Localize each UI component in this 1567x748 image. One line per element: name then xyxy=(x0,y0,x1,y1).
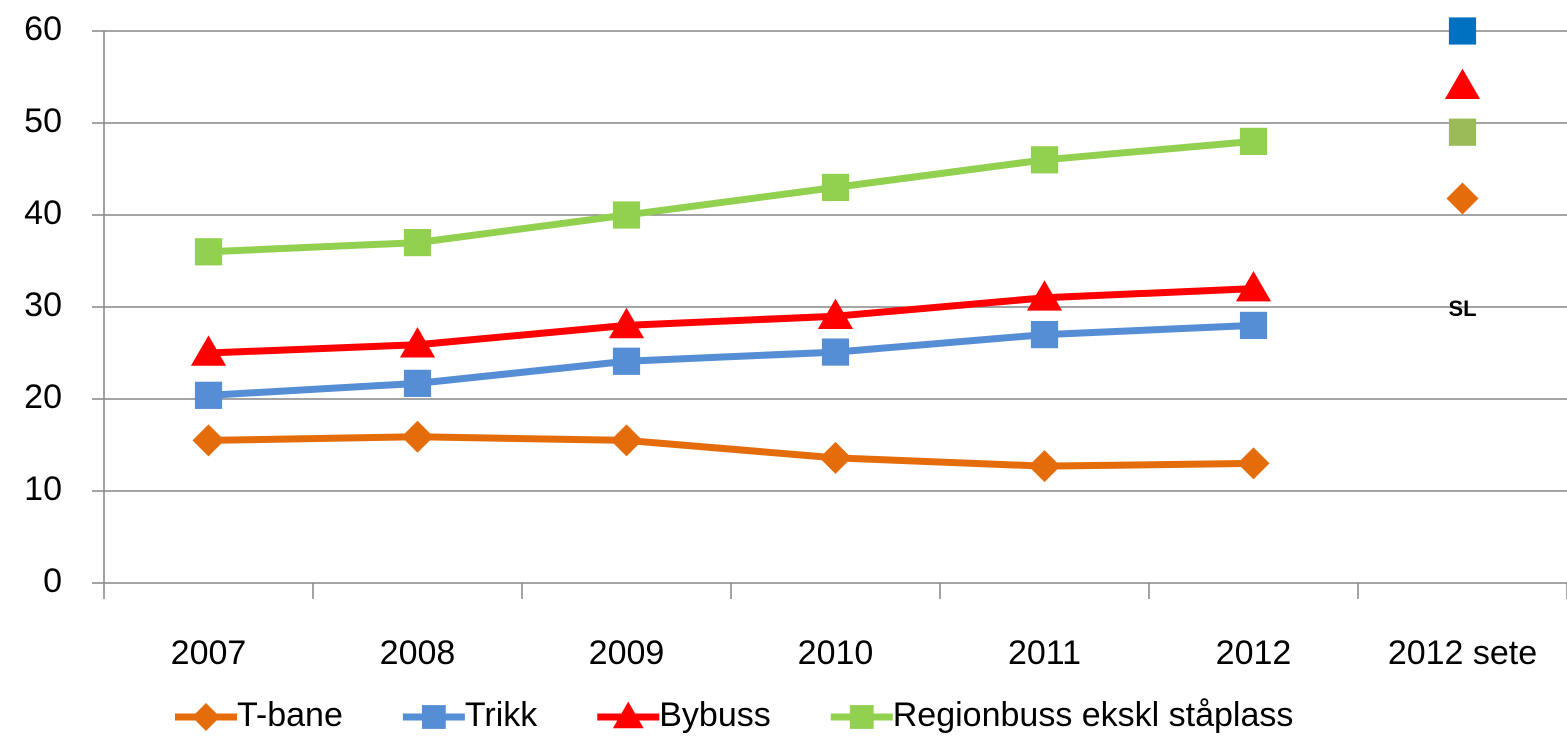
marker xyxy=(608,307,645,339)
marker xyxy=(1235,271,1272,302)
marker xyxy=(612,201,641,229)
y-tick-label: 10 xyxy=(24,470,62,508)
x-tick-label: 2009 xyxy=(589,634,665,672)
x-tick-label: 2012 xyxy=(1216,634,1292,672)
marker xyxy=(403,229,432,257)
x-tick-label: 2012 sete xyxy=(1388,634,1537,672)
marker xyxy=(1237,447,1270,480)
x-tick-label: 2007 xyxy=(171,634,247,672)
annotation: SL xyxy=(1448,296,1476,321)
legend-label: Regionbuss ekskl ståplass xyxy=(893,696,1294,734)
marker xyxy=(1028,450,1061,483)
marker xyxy=(849,705,874,729)
x-tick-label: 2011 xyxy=(1008,634,1081,672)
x-tick-label: 2008 xyxy=(380,634,456,672)
marker xyxy=(1448,17,1477,45)
marker xyxy=(819,441,852,474)
legend-label: Trikk xyxy=(465,696,538,734)
marker xyxy=(1446,182,1479,215)
y-tick-label: 20 xyxy=(24,378,62,416)
marker xyxy=(821,338,850,366)
y-tick-label: 50 xyxy=(24,102,62,140)
marker xyxy=(1239,127,1268,155)
marker xyxy=(821,173,850,201)
marker xyxy=(399,327,436,358)
marker xyxy=(1026,280,1063,311)
marker xyxy=(1444,68,1481,99)
series-line xyxy=(208,433,1254,470)
series-line xyxy=(208,137,1254,256)
marker xyxy=(401,420,434,453)
y-tick-label: 30 xyxy=(24,286,62,324)
marker xyxy=(612,701,644,729)
marker xyxy=(403,369,432,397)
marker xyxy=(194,238,223,266)
marker xyxy=(421,705,446,729)
series-line xyxy=(208,285,1254,357)
marker xyxy=(1448,118,1477,146)
legend-label: Bybuss xyxy=(659,696,771,734)
x-tick-label: 2010 xyxy=(798,634,874,672)
marker xyxy=(190,335,227,366)
marker xyxy=(610,424,643,457)
marker xyxy=(612,347,641,375)
marker xyxy=(192,703,220,731)
marker xyxy=(1030,321,1059,349)
marker xyxy=(1239,311,1268,339)
marker xyxy=(1030,146,1059,174)
y-tick-label: 0 xyxy=(43,562,62,600)
y-tick-label: 60 xyxy=(24,10,62,48)
marker xyxy=(194,381,223,409)
y-tick-label: 40 xyxy=(24,194,62,232)
series-line xyxy=(208,321,1254,399)
marker xyxy=(817,298,854,329)
marker xyxy=(192,424,225,457)
legend-label: T-bane xyxy=(237,696,343,734)
